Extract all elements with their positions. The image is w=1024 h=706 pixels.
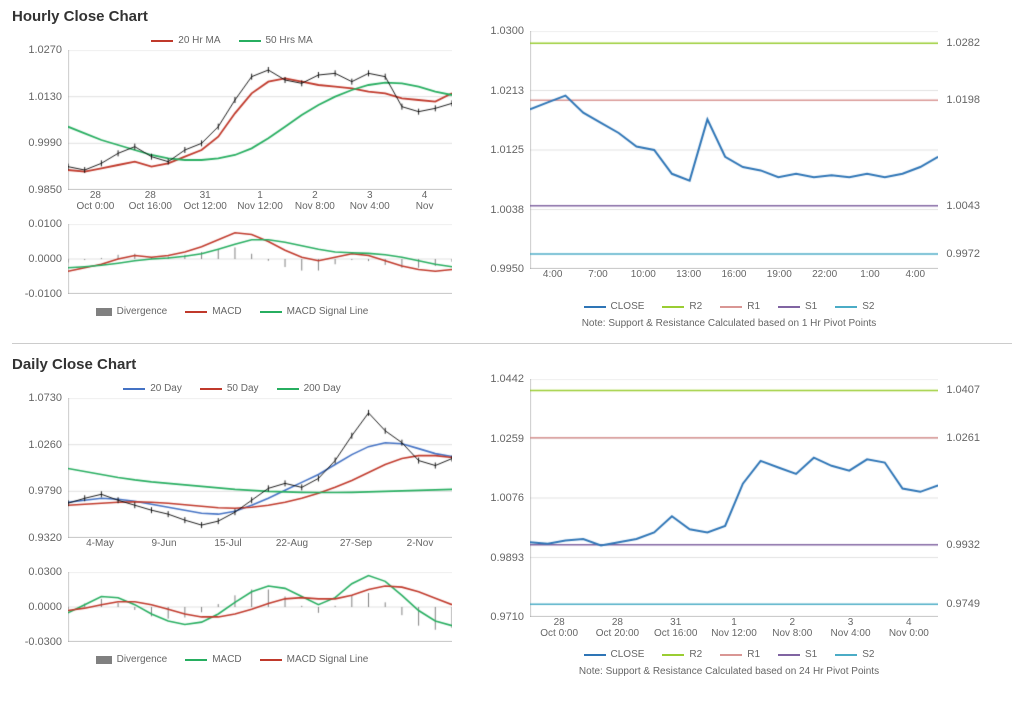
swatch-div	[96, 308, 112, 316]
daily-price-chart: 1.07301.02600.97900.9320 4-May9-Jun15-Ju…	[12, 398, 452, 566]
legend-close: CLOSE	[611, 301, 645, 312]
daily-section: Daily Close Chart 20 Day 50 Day 200 Day …	[12, 356, 1012, 677]
daily-macd-chart: 0.03000.0000-0.0300	[12, 572, 452, 650]
legend-20hr: 20 Hr MA	[178, 35, 220, 46]
hourly-section: Hourly Close Chart 20 Hr MA 50 Hrs MA 1.…	[12, 8, 1012, 329]
daily-macd-legend: Divergence MACD MACD Signal Line	[12, 650, 452, 669]
hourly-price-chart: 1.02701.01300.99900.9850 28Oct 0:0028Oct…	[12, 50, 452, 218]
hourly-sr-chart: 1.03001.02131.01251.00380.9950 1.02821.0…	[474, 31, 984, 297]
legend-macd: MACD	[212, 306, 241, 317]
daily-title: Daily Close Chart	[12, 356, 1012, 373]
hourly-sr-note: Note: Support & Resistance Calculated ba…	[474, 318, 984, 329]
swatch-macd	[185, 311, 207, 313]
hourly-sr-legend: CLOSE R2 R1 S1 S2	[474, 297, 984, 316]
daily-sr-note: Note: Support & Resistance Calculated ba…	[474, 666, 984, 677]
hourly-macd-legend: Divergence MACD MACD Signal Line	[12, 302, 452, 321]
legend-div: Divergence	[117, 306, 168, 317]
hourly-macd-chart: 0.01000.0000-0.0100	[12, 224, 452, 302]
swatch-50hr	[239, 40, 261, 42]
divider	[12, 343, 1012, 344]
legend-50hr: 50 Hrs MA	[266, 35, 313, 46]
daily-price-legend: 20 Day 50 Day 200 Day	[12, 379, 452, 398]
swatch-sig	[260, 311, 282, 313]
legend-sig: MACD Signal Line	[287, 306, 369, 317]
hourly-price-legend: 20 Hr MA 50 Hrs MA	[12, 31, 452, 50]
daily-sr-chart: 1.04421.02591.00760.98930.9710 1.04071.0…	[474, 379, 984, 645]
hourly-title: Hourly Close Chart	[12, 8, 1012, 25]
swatch-20hr	[151, 40, 173, 42]
daily-sr-legend: CLOSE R2 R1 S1 S2	[474, 645, 984, 664]
